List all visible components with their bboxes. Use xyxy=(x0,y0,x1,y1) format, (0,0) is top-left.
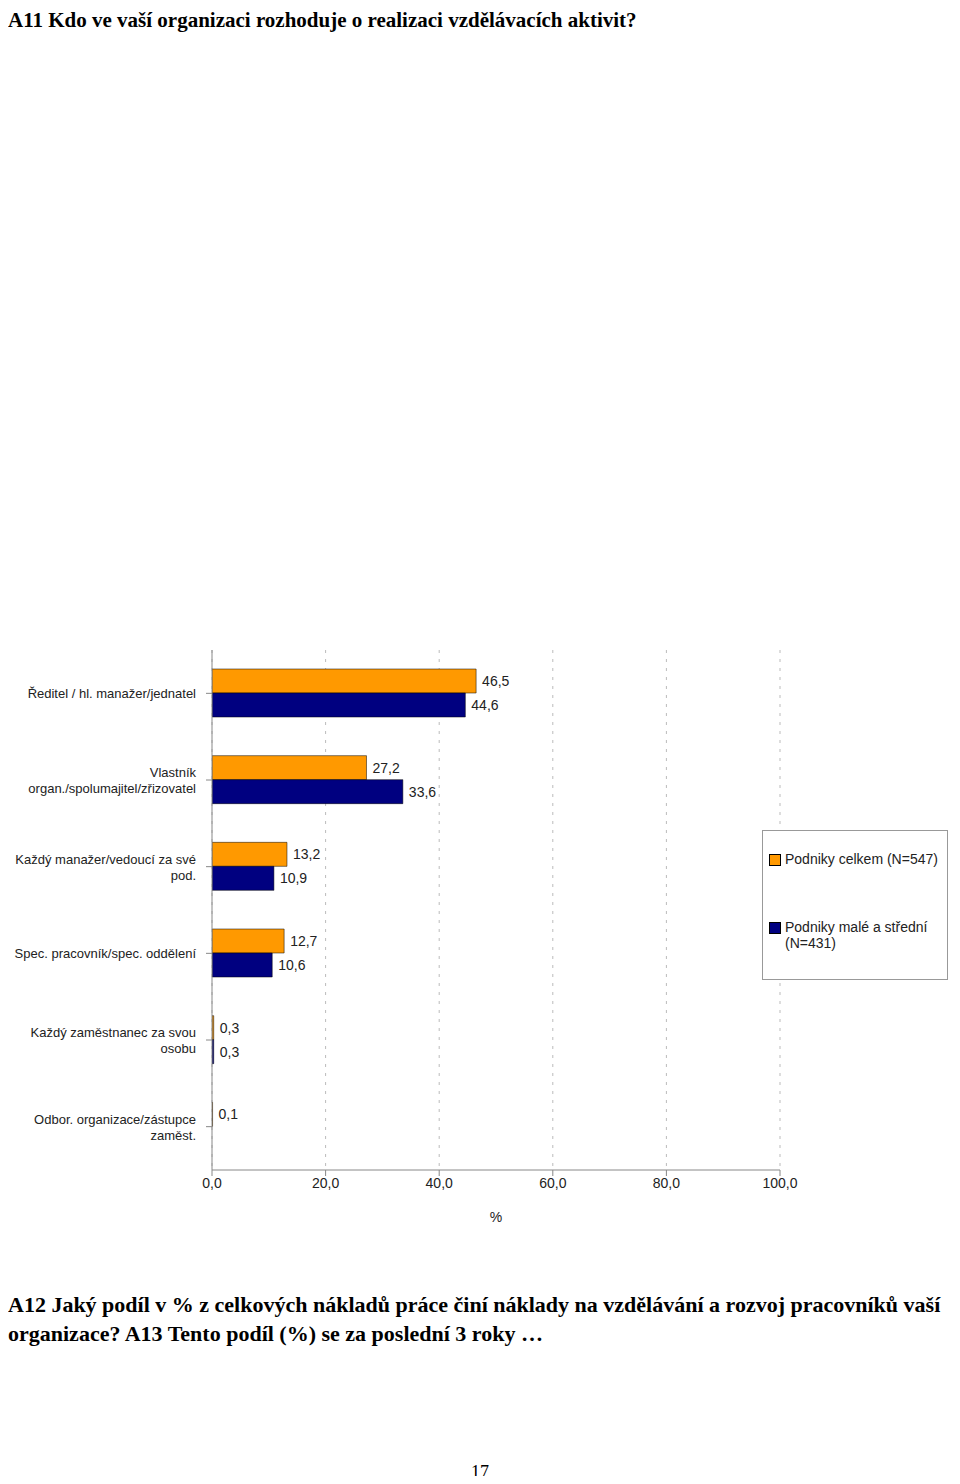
svg-text:33,6: 33,6 xyxy=(409,784,436,800)
html-text:Podniky malé a střední (N=431): Podniky malé a střední (N=431) xyxy=(785,919,928,951)
html-text:17: 17 xyxy=(471,1462,489,1482)
svg-text:Každý zaměstnanec za svouosobu: Každý zaměstnanec za svouosobu xyxy=(31,1025,196,1056)
html-text:A12 Jaký podíl v % z celkových: A12 Jaký podíl v % z celkových nákladů p… xyxy=(8,1292,941,1346)
svg-text:%: % xyxy=(490,1209,502,1225)
svg-text:0,0: 0,0 xyxy=(202,1175,222,1191)
svg-text:Ředitel / hl. manažer/jednatel: Ředitel / hl. manažer/jednatel xyxy=(28,686,196,701)
svg-text:27,2: 27,2 xyxy=(372,760,399,776)
svg-text:0,3: 0,3 xyxy=(220,1020,240,1036)
svg-text:10,9: 10,9 xyxy=(280,870,307,886)
svg-text:0,1: 0,1 xyxy=(219,1106,239,1122)
svg-text:10,6: 10,6 xyxy=(278,957,305,973)
svg-text:12,7: 12,7 xyxy=(290,933,317,949)
svg-text:0,3: 0,3 xyxy=(220,1044,240,1060)
svg-text:80,0: 80,0 xyxy=(653,1175,680,1191)
svg-text:13,2: 13,2 xyxy=(293,846,320,862)
html-text:A11 Kdo ve vaší organizaci roz: A11 Kdo ve vaší organizaci rozhoduje o r… xyxy=(8,8,637,32)
svg-text:Vlastníkorgan./spolumajitel/zř: Vlastníkorgan./spolumajitel/zřizovatel xyxy=(28,765,196,796)
svg-text:46,5: 46,5 xyxy=(482,673,509,689)
svg-text:Odbor. organizace/zástupcezamě: Odbor. organizace/zástupcezaměst. xyxy=(34,1111,196,1142)
svg-text:44,6: 44,6 xyxy=(471,697,498,713)
html-text:Podniky celkem (N=547): Podniky celkem (N=547) xyxy=(785,851,938,867)
svg-text:20,0: 20,0 xyxy=(312,1175,339,1191)
svg-text:Spec. pracovník/spec. oddělení: Spec. pracovník/spec. oddělení xyxy=(15,946,197,961)
svg-text:60,0: 60,0 xyxy=(539,1175,566,1191)
svg-text:40,0: 40,0 xyxy=(426,1175,453,1191)
svg-text:Každý manažer/vedoucí za svépo: Každý manažer/vedoucí za svépod. xyxy=(15,851,196,882)
svg-text:100,0: 100,0 xyxy=(762,1175,797,1191)
